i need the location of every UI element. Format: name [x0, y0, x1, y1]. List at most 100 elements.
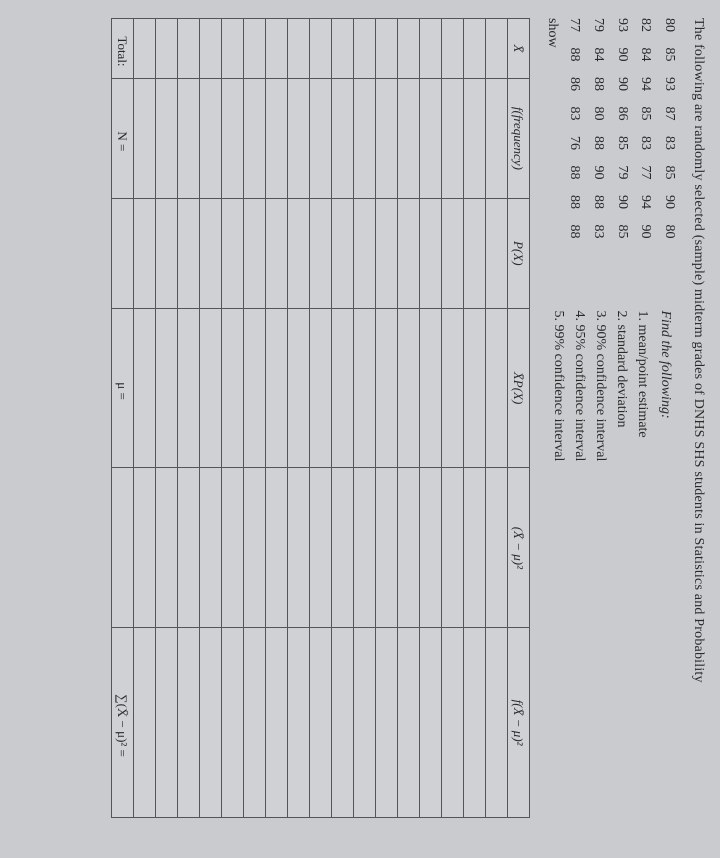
grade-cell: 88	[564, 166, 586, 192]
table-cell	[397, 78, 419, 198]
table-cell	[155, 468, 177, 628]
table-cell	[221, 198, 243, 308]
table-cell	[463, 308, 485, 468]
tasks-block: Find the following: 1. mean/point estima…	[544, 311, 680, 462]
data-block: 80 85 93 87 83 85 90 80 82 84 94 85 83 7…	[544, 18, 680, 251]
grade-cell: 90	[658, 195, 680, 221]
table-cell	[177, 198, 199, 308]
grade-cell: 80	[658, 18, 680, 44]
table-cell	[419, 468, 441, 628]
table-cell	[331, 468, 353, 628]
table-row	[199, 19, 221, 818]
grade-cell: 94	[635, 77, 657, 103]
col-header-x: X̄	[507, 19, 529, 79]
task-item: 4. 95% confidence interval	[569, 311, 590, 462]
grade-cell: 88	[564, 48, 586, 74]
table-row	[309, 19, 331, 818]
grade-cell: 84	[587, 48, 609, 74]
grade-cell: 79	[611, 166, 633, 192]
table-row	[177, 19, 199, 818]
table-cell	[221, 19, 243, 79]
table-cell	[155, 78, 177, 198]
grade-cell: 77	[635, 166, 657, 192]
table-cell	[265, 198, 287, 308]
grade-cell: 88	[587, 136, 609, 162]
grade-cell: 88	[587, 77, 609, 103]
table-cell	[155, 308, 177, 468]
grade-cell: 83	[564, 107, 586, 133]
data-grid: 80 85 93 87 83 85 90 80 82 84 94 85 83 7…	[564, 18, 680, 251]
data-row: 79 84 88 80 88 90 88 83	[587, 18, 609, 251]
table-cell	[221, 468, 243, 628]
table-cell	[265, 308, 287, 468]
table-row	[221, 19, 243, 818]
table-cell	[177, 78, 199, 198]
table-cell	[375, 19, 397, 79]
total-label: Total:	[111, 19, 133, 79]
table-cell	[243, 468, 265, 628]
table-cell	[243, 198, 265, 308]
table-cell	[133, 468, 155, 628]
data-row: 82 84 94 85 83 77 94 90	[635, 18, 657, 251]
table-cell	[177, 468, 199, 628]
table-cell	[331, 198, 353, 308]
table-cell	[331, 19, 353, 79]
table-cell	[287, 628, 309, 818]
table-cell	[309, 628, 331, 818]
table-cell	[419, 19, 441, 79]
table-cell	[375, 628, 397, 818]
table-row	[397, 19, 419, 818]
table-row	[243, 19, 265, 818]
total-sum: ∑(X̄ − μ)² =	[111, 628, 133, 818]
grade-cell: 85	[635, 107, 657, 133]
table-cell	[199, 19, 221, 79]
table-row	[441, 19, 463, 818]
grade-cell: 85	[611, 136, 633, 162]
task-item: 1. mean/point estimate	[632, 311, 653, 462]
table-cell	[177, 308, 199, 468]
table-cell	[133, 308, 155, 468]
table-cell	[199, 308, 221, 468]
table-row	[287, 19, 309, 818]
grade-cell: 88	[564, 225, 586, 251]
totals-row: Total: N = μ = ∑(X̄ − μ)² =	[111, 19, 133, 818]
table-row	[353, 19, 375, 818]
col-header-xpx: X̄P(X)	[507, 308, 529, 468]
table-cell	[133, 78, 155, 198]
col-header-px: P(X)	[507, 198, 529, 308]
grade-cell: 93	[611, 18, 633, 44]
grade-cell: 85	[658, 166, 680, 192]
table-cell	[441, 198, 463, 308]
table-row	[331, 19, 353, 818]
grade-cell: 83	[635, 136, 657, 162]
grade-cell: 80	[658, 225, 680, 251]
table-cell	[463, 628, 485, 818]
table-cell	[485, 78, 507, 198]
table-cell	[199, 628, 221, 818]
table-cell	[397, 198, 419, 308]
table-cell	[287, 468, 309, 628]
total-blank	[111, 198, 133, 308]
task-item: 2. standard deviation	[611, 311, 632, 462]
total-blank	[111, 468, 133, 628]
table-cell	[155, 198, 177, 308]
table-cell	[419, 198, 441, 308]
table-cell	[265, 468, 287, 628]
table-cell	[375, 308, 397, 468]
table-cell	[463, 468, 485, 628]
table-row	[419, 19, 441, 818]
table-row	[375, 19, 397, 818]
total-n: N =	[111, 78, 133, 198]
table-cell	[331, 78, 353, 198]
data-row: 80 85 93 87 83 85 90 80	[658, 18, 680, 251]
table-cell	[155, 19, 177, 79]
table-cell	[243, 78, 265, 198]
grade-cell: 84	[635, 48, 657, 74]
grade-cell: 88	[587, 195, 609, 221]
task-item: 5. 99% confidence interval	[548, 311, 569, 462]
table-cell	[243, 19, 265, 79]
table-cell	[441, 468, 463, 628]
table-cell	[397, 468, 419, 628]
show-label: show	[544, 18, 560, 251]
table-cell	[441, 19, 463, 79]
